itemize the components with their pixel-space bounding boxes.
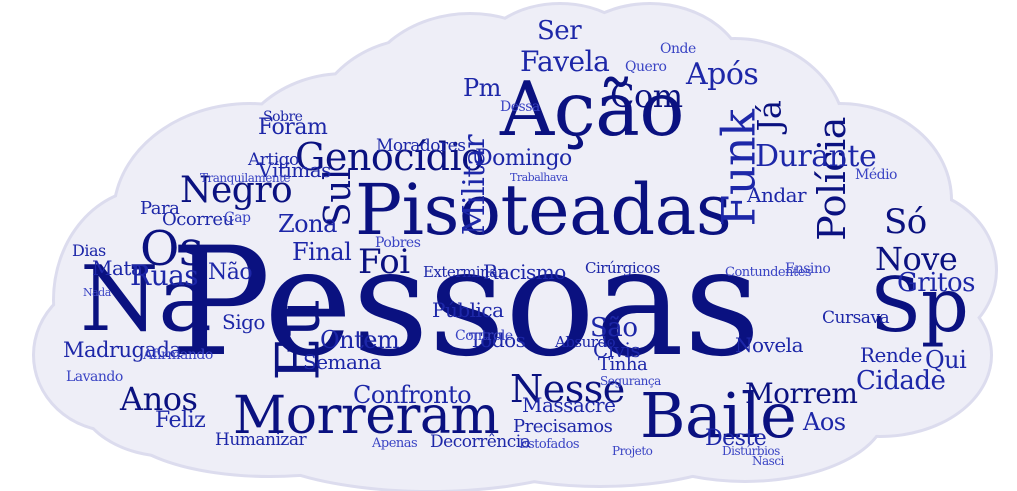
word-ensino: Ensino [785, 261, 831, 277]
word-medio: Médio [855, 167, 898, 183]
word-estofados: Estofados [519, 437, 580, 452]
word-decorrencia: Decorrência [430, 432, 531, 452]
word-gritos: Gritos [897, 268, 975, 298]
word-aos: Aos [803, 408, 846, 436]
word-apenas: Apenas [372, 436, 418, 451]
word-sao: São [590, 313, 638, 343]
word-negro: Negro [180, 170, 293, 211]
word-nesse: Nesse [510, 367, 625, 411]
word-nao: Não [208, 260, 253, 285]
word-qui: Qui [925, 346, 967, 374]
word-rende: Rende [860, 343, 922, 367]
word-morrem: Morrem [745, 377, 858, 410]
word-deste: Deste [705, 426, 767, 451]
word-pisoteadas: Pisoteadas [355, 169, 732, 251]
word-cirurgicos: Cirúrgicos [585, 259, 660, 277]
word-ocorreu: Ocorreu [162, 209, 234, 230]
word-todos: Todos [469, 328, 526, 352]
word-policia: Polícia [809, 117, 854, 241]
word-trabalhava: Trabalhava [510, 171, 568, 184]
word-nasci: Nasci [752, 454, 784, 468]
word-genocidio: Genocídio [295, 135, 484, 179]
word-na: Na [80, 247, 212, 352]
word-sigo: Sigo [222, 310, 265, 334]
word-nove: Nove [875, 240, 958, 278]
word-ontem: Ontem [320, 326, 400, 354]
word-pobres: Pobres [375, 235, 421, 251]
word-seguranca: Segurança [600, 374, 661, 388]
word-sp: Sp [870, 261, 969, 349]
word-tinha: Tinha [598, 354, 648, 375]
word-vitimas: Vítimas [258, 158, 331, 182]
word-racismo: Racismo [483, 260, 566, 284]
word-ja: Já [750, 100, 789, 132]
word-os: Os [140, 221, 203, 277]
word-civis: Civis [593, 338, 641, 362]
word-baile: Baile [640, 379, 797, 452]
word-moradores: Moradores [376, 136, 466, 156]
word-so: Só [884, 202, 927, 242]
word-zona: Zona [278, 210, 337, 238]
word-ruas: Ruas [130, 259, 199, 292]
word-nada: Nada [83, 286, 111, 299]
word-favela: Favela [520, 45, 610, 78]
word-foi: Foi [358, 242, 410, 282]
word-semana: Semana [303, 350, 382, 374]
word-onde: Onde [660, 41, 696, 57]
word-publica: Pública [432, 298, 504, 322]
word-dias: Dias [72, 241, 106, 260]
word-humanizar: Humanizar [215, 430, 307, 450]
word-acao: Ação [500, 65, 685, 153]
word-andar: Andar [747, 183, 807, 207]
word-novela: Novela [735, 333, 804, 357]
word-dessa: Dessa [500, 99, 540, 115]
word-pm: Pm [463, 74, 501, 102]
word-pessoas: Pessoas [170, 216, 761, 390]
word-cap: Cap [224, 210, 251, 226]
word-disturbios: Distúrbios [722, 444, 780, 458]
word-precisamos: Precisamos [513, 416, 613, 437]
word-artigo: Artigo [248, 150, 299, 170]
word-apos: Após [686, 57, 759, 92]
word-exterminar: Exterminar [423, 263, 505, 281]
word-anos: Anos [120, 380, 198, 418]
word-sobre: Sobre [263, 109, 303, 125]
word-absurdo: Absurdo [555, 333, 616, 351]
word-controle: Controle [455, 328, 513, 344]
word-massacre: Massacre [522, 393, 616, 417]
word-madrugada: Madrugada [63, 338, 182, 362]
word-foram: Foram [258, 115, 328, 140]
word-quero: Quero [625, 59, 667, 75]
word-projeto: Projeto [612, 444, 653, 458]
word-contundentes: Contundentes [725, 265, 812, 280]
word-cursava: Cursava [822, 308, 890, 328]
word-confronto: Confronto [353, 381, 472, 409]
word-durante: Durante [755, 139, 877, 174]
word-lavando: Lavando [66, 369, 123, 385]
word-final: Final [292, 238, 352, 266]
word-tranquilamente: Tranquilamente [200, 171, 291, 185]
word-com: Com [610, 77, 683, 115]
word-cidade: Cidade [856, 366, 946, 396]
word-domingo: Domingo [475, 146, 572, 171]
word-mata: Mata [92, 256, 143, 280]
word-feliz: Feliz [155, 408, 206, 433]
word-morreram: Morreram [233, 386, 500, 446]
word-para: Para [140, 198, 180, 219]
word-ser: Ser [537, 16, 582, 46]
word-afirmando: Afirmando [143, 347, 213, 363]
